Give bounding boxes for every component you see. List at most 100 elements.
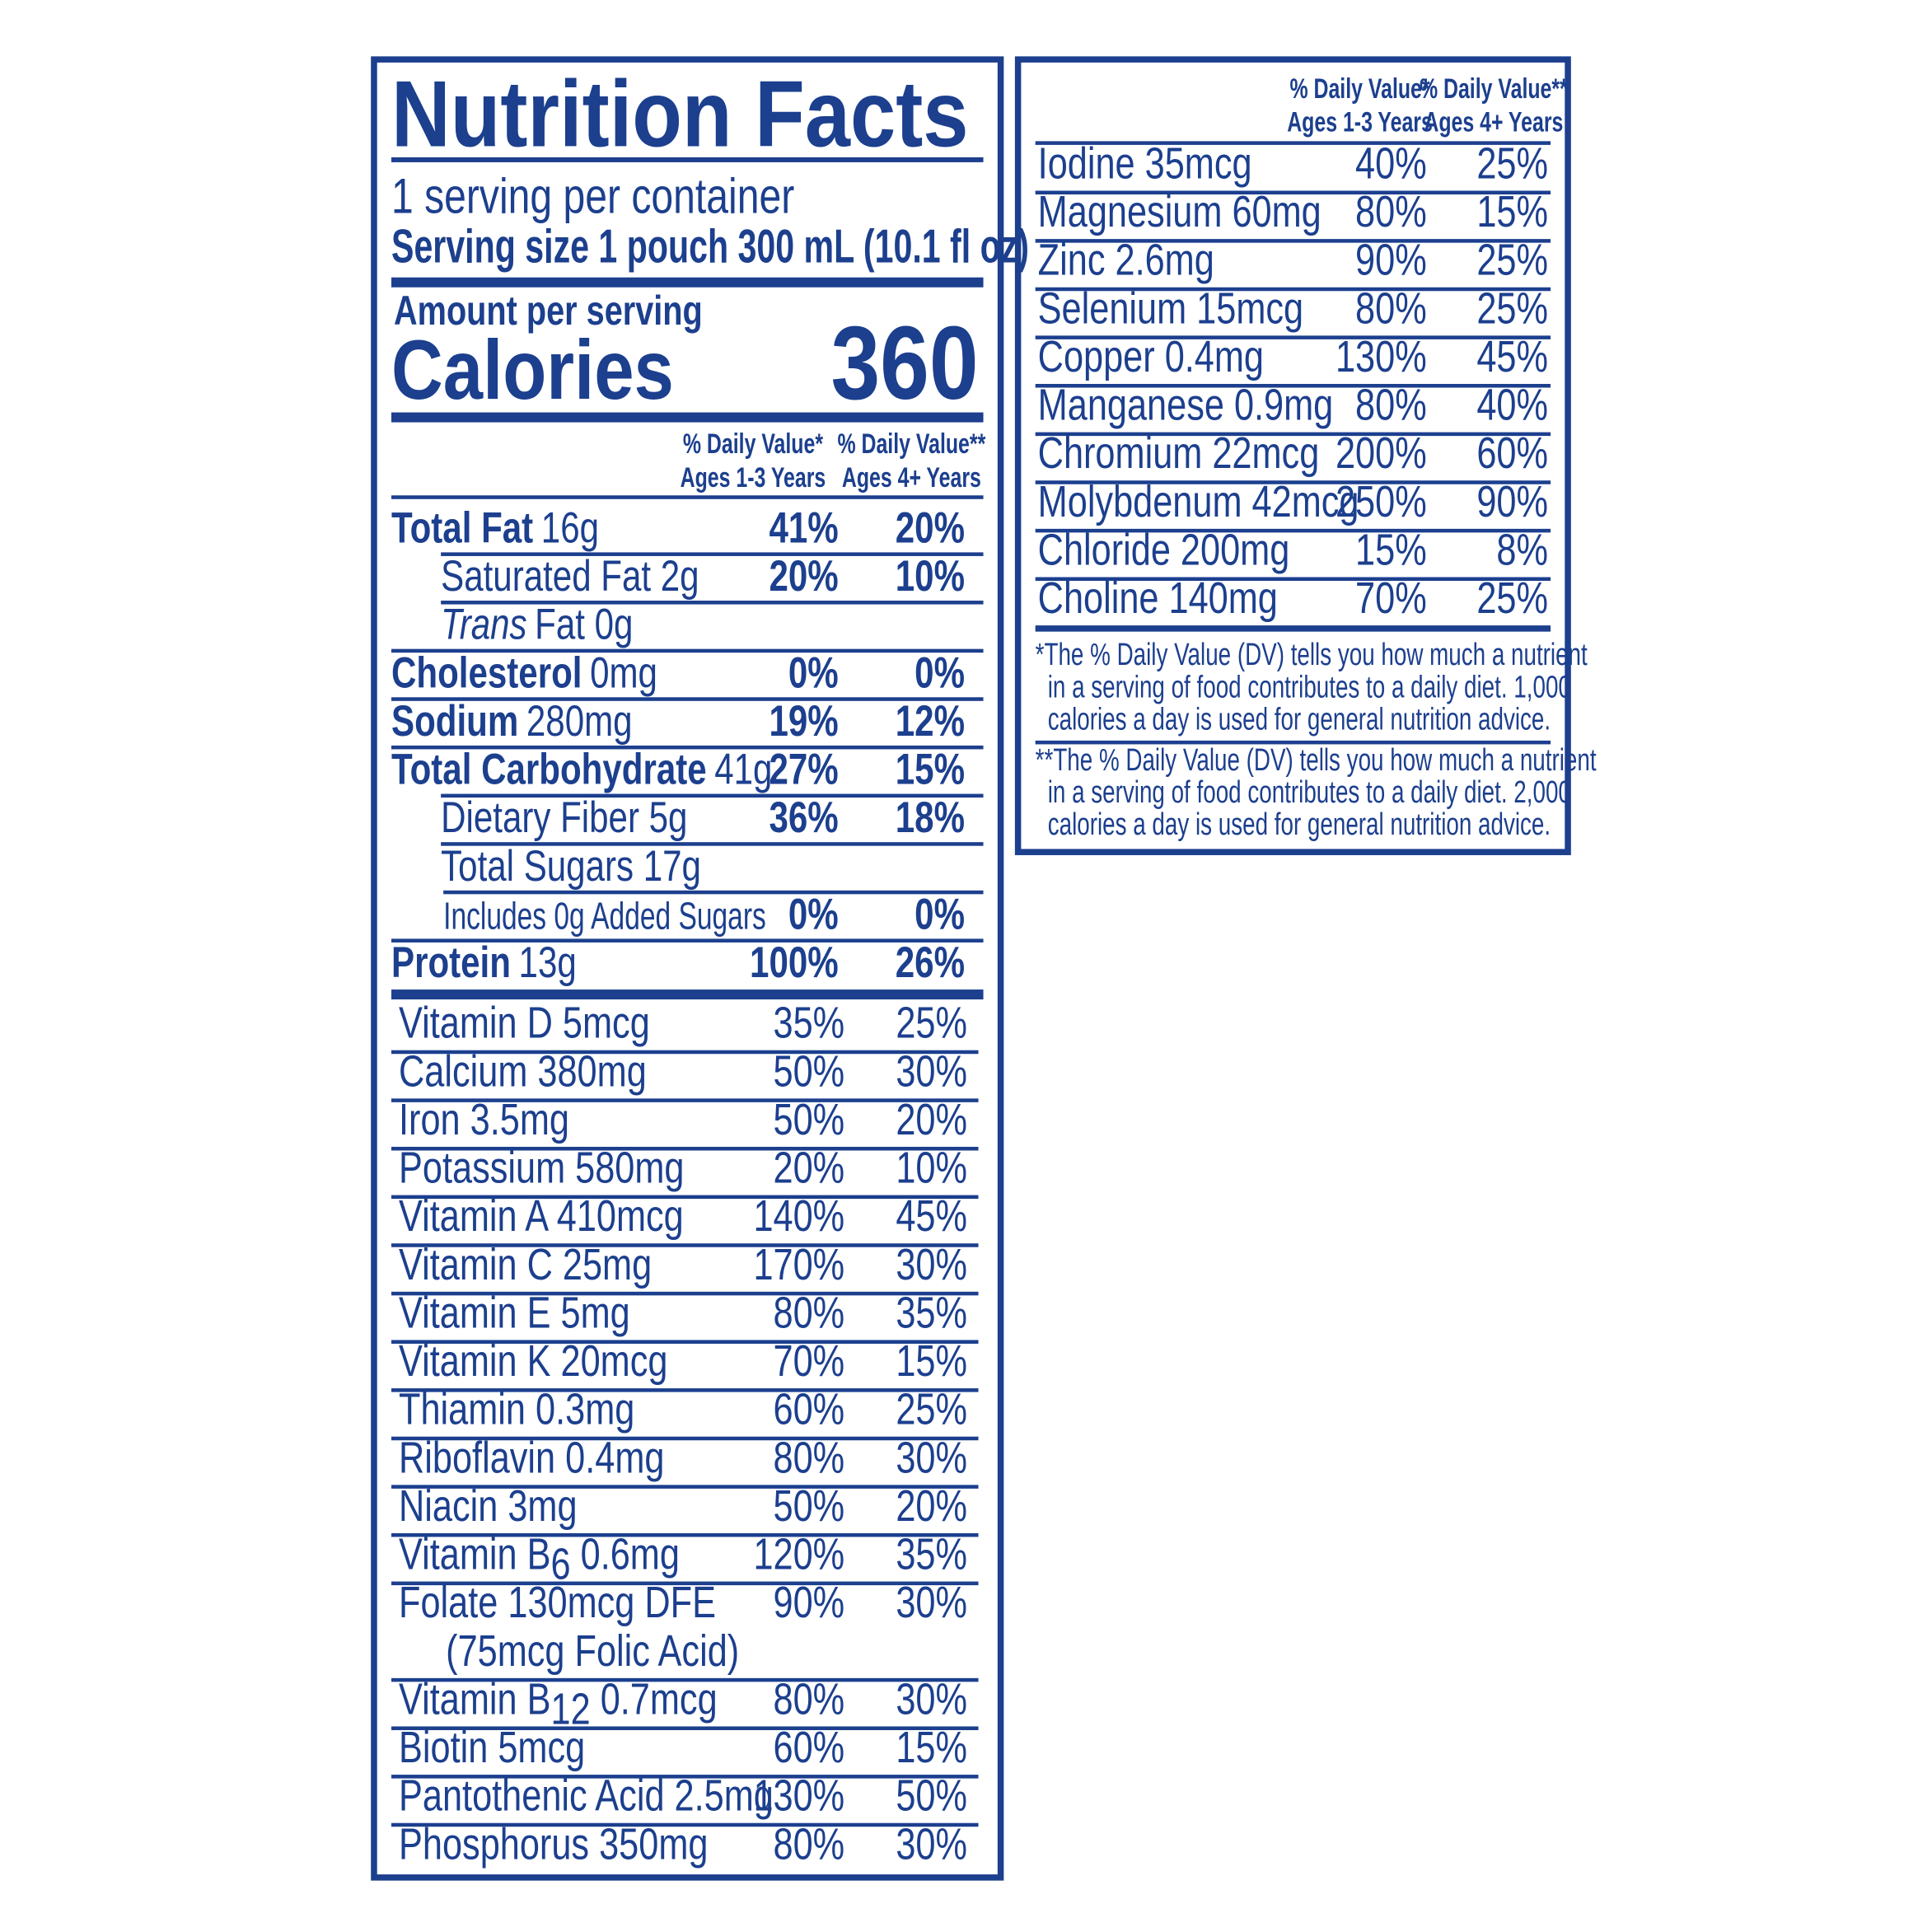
text-part: Sodium bbox=[391, 698, 518, 746]
text-part: Selenium 15mcg bbox=[1038, 284, 1303, 334]
dv-value: 0% bbox=[788, 891, 839, 939]
dv-value: 80% bbox=[774, 1434, 845, 1483]
dv-value: 130% bbox=[753, 1771, 844, 1821]
text-part: 50% bbox=[774, 1047, 845, 1097]
dv-value: 60% bbox=[774, 1385, 845, 1434]
mineral-label: Selenium 15mcg bbox=[1038, 284, 1303, 334]
text-part: Vitamin B bbox=[399, 1530, 550, 1579]
footnote: calories a day is used for general nutri… bbox=[1048, 702, 1551, 737]
rule bbox=[441, 601, 984, 605]
text-part: Choline 140mg bbox=[1038, 574, 1278, 624]
rule bbox=[1035, 239, 1551, 243]
rule bbox=[391, 1485, 979, 1489]
text-part: calories a day is used for general nutri… bbox=[1048, 702, 1551, 737]
rule bbox=[391, 989, 984, 1000]
rule bbox=[1035, 577, 1551, 582]
text-part: Ages 4+ Years bbox=[842, 462, 981, 494]
vitamin-label: Vitamin B12 0.7mcg bbox=[399, 1675, 718, 1734]
nutrient-label: Total Fat 16g bbox=[391, 504, 599, 553]
calories-label: Calories bbox=[391, 323, 674, 417]
rule bbox=[391, 412, 984, 423]
text-part: 30% bbox=[896, 1579, 967, 1628]
text-part: Fat 0g bbox=[535, 601, 633, 649]
dv-value: 20% bbox=[769, 553, 838, 601]
dv-value: 90% bbox=[1476, 477, 1548, 526]
mineral-label: Choline 140mg bbox=[1038, 574, 1278, 624]
rule bbox=[1035, 335, 1551, 339]
text-part: 35% bbox=[774, 999, 845, 1048]
dv-value: 90% bbox=[774, 1579, 845, 1628]
text-part: 120% bbox=[753, 1530, 844, 1579]
text-part: 60% bbox=[1476, 429, 1548, 479]
dv-value: 80% bbox=[1355, 381, 1427, 430]
rule bbox=[391, 1050, 979, 1055]
dv-value: 15% bbox=[896, 1337, 967, 1387]
rule bbox=[391, 1388, 979, 1392]
text-part: 13g bbox=[519, 939, 577, 988]
text-part: 80% bbox=[1355, 284, 1427, 334]
text-part: Folate 130mcg DFE bbox=[399, 1579, 716, 1628]
text-part: 41% bbox=[769, 504, 838, 553]
dv-value: 30% bbox=[896, 1820, 967, 1869]
title: Nutrition Facts bbox=[391, 62, 968, 166]
nutrient-label: Total Carbohydrate 41g bbox=[391, 746, 772, 794]
text-part: 40% bbox=[1476, 381, 1548, 430]
dv-value: 41% bbox=[769, 504, 838, 553]
text-part: 36% bbox=[769, 794, 838, 843]
text-part: Potassium 580mg bbox=[399, 1144, 684, 1193]
vitamin-label: Riboflavin 0.4mg bbox=[399, 1434, 664, 1483]
text-part: Total Fat bbox=[391, 504, 533, 553]
dv-value: 0% bbox=[788, 649, 839, 698]
dv-value: 80% bbox=[1355, 284, 1427, 334]
dv-value: 25% bbox=[1476, 236, 1548, 285]
vitamin-label: Niacin 3mg bbox=[399, 1481, 578, 1531]
text-part: Niacin 3mg bbox=[399, 1481, 578, 1531]
text-part: 20% bbox=[769, 553, 838, 601]
dv-value: 70% bbox=[1355, 574, 1427, 624]
text-part: 15% bbox=[1476, 188, 1548, 237]
text-part: Protein bbox=[391, 939, 511, 988]
dv-value: 25% bbox=[896, 1385, 967, 1434]
text-part: 12 bbox=[551, 1685, 591, 1734]
rule bbox=[391, 1436, 979, 1441]
dv-value: 45% bbox=[896, 1192, 967, 1242]
text-part: 12% bbox=[896, 698, 965, 746]
text-part: 0mg bbox=[590, 649, 657, 698]
rule bbox=[391, 277, 984, 288]
text-part: Molybdenum 42mcg bbox=[1038, 477, 1359, 526]
dv-value: 25% bbox=[1476, 284, 1548, 334]
text-part: 80% bbox=[1355, 188, 1427, 237]
text-part: 140% bbox=[753, 1192, 844, 1242]
rule bbox=[391, 1340, 979, 1344]
dv-value: 19% bbox=[769, 698, 838, 746]
footnote: **The % Daily Value (DV) tells you how m… bbox=[1036, 743, 1597, 778]
dv-value: 200% bbox=[1336, 429, 1427, 479]
nutrient-label: Cholesterol 0mg bbox=[391, 649, 657, 698]
text-part: Copper 0.4mg bbox=[1038, 332, 1264, 381]
text-part: 40% bbox=[1355, 139, 1427, 189]
dv-value: 10% bbox=[896, 553, 965, 601]
text-part: 0% bbox=[788, 649, 839, 698]
dv-value: 18% bbox=[896, 794, 965, 843]
text-part: 30% bbox=[896, 1434, 967, 1483]
mineral-label: Iodine 35mcg bbox=[1038, 139, 1252, 189]
text-part: Manganese 0.9mg bbox=[1038, 381, 1334, 430]
rule bbox=[391, 1146, 979, 1151]
dv-value: 20% bbox=[896, 1095, 967, 1144]
dv-value: 20% bbox=[896, 1481, 967, 1531]
text-part: 200% bbox=[1336, 429, 1427, 479]
rule bbox=[441, 552, 984, 556]
dv-header: % Daily Value** bbox=[837, 428, 985, 460]
dv-value: 80% bbox=[774, 1675, 845, 1724]
text-part: 25% bbox=[896, 1385, 967, 1434]
mineral-label: Manganese 0.9mg bbox=[1038, 381, 1334, 430]
servings: 1 serving per container bbox=[391, 168, 794, 223]
dv-value: 30% bbox=[896, 1675, 967, 1724]
text-part: Magnesium 60mg bbox=[1038, 188, 1322, 237]
text-part: 170% bbox=[753, 1240, 844, 1289]
dv-value: 8% bbox=[1496, 526, 1548, 575]
rule bbox=[1035, 432, 1551, 437]
text-part: Ages 4+ Years bbox=[1424, 106, 1563, 138]
dv-value: 80% bbox=[774, 1289, 845, 1338]
dv-value: 30% bbox=[896, 1240, 967, 1289]
